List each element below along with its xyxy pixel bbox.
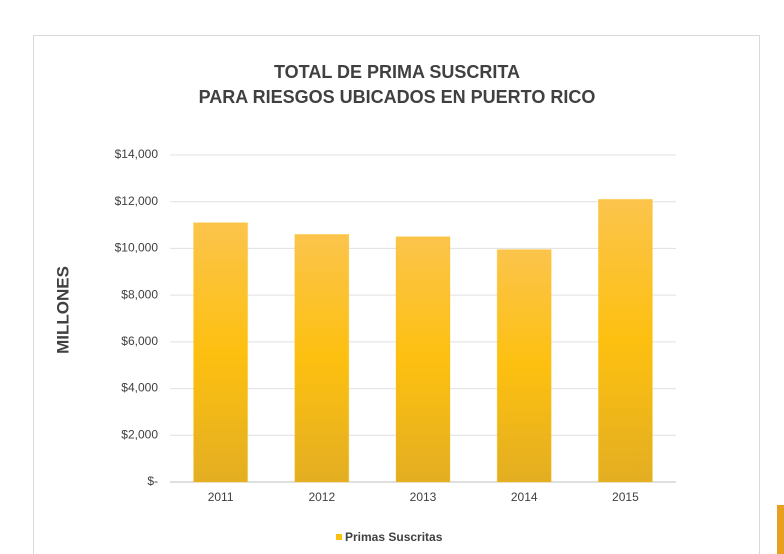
bar: [294, 233, 350, 483]
x-tick-label: 2013: [410, 490, 437, 504]
bar: [597, 198, 653, 483]
bar: [193, 222, 249, 483]
x-tick-label: 2011: [208, 490, 234, 504]
x-tick-label: 2014: [511, 490, 538, 504]
legend-label: Primas Suscritas: [345, 530, 443, 544]
edge-decoration: [777, 505, 784, 554]
y-tick-label: $4,000: [121, 381, 158, 395]
chart-title: PARA RIESGOS UBICADOS EN PUERTO RICO: [199, 87, 596, 107]
y-tick-label: $14,000: [115, 147, 159, 161]
y-tick-label: $10,000: [115, 241, 159, 255]
y-tick-label: $-: [147, 474, 158, 488]
bar: [395, 236, 451, 483]
legend-marker: [336, 534, 342, 540]
y-tick-label: $12,000: [115, 194, 159, 208]
y-tick-label: $8,000: [121, 287, 158, 301]
chart-title: TOTAL DE PRIMA SUSCRITA: [274, 62, 520, 82]
y-tick-label: $2,000: [121, 427, 158, 441]
x-tick-label: 2012: [308, 490, 335, 504]
bar: [496, 249, 552, 483]
y-axis-label: MILLONES: [53, 266, 72, 354]
y-tick-label: $6,000: [121, 334, 158, 348]
x-tick-label: 2015: [612, 490, 639, 504]
